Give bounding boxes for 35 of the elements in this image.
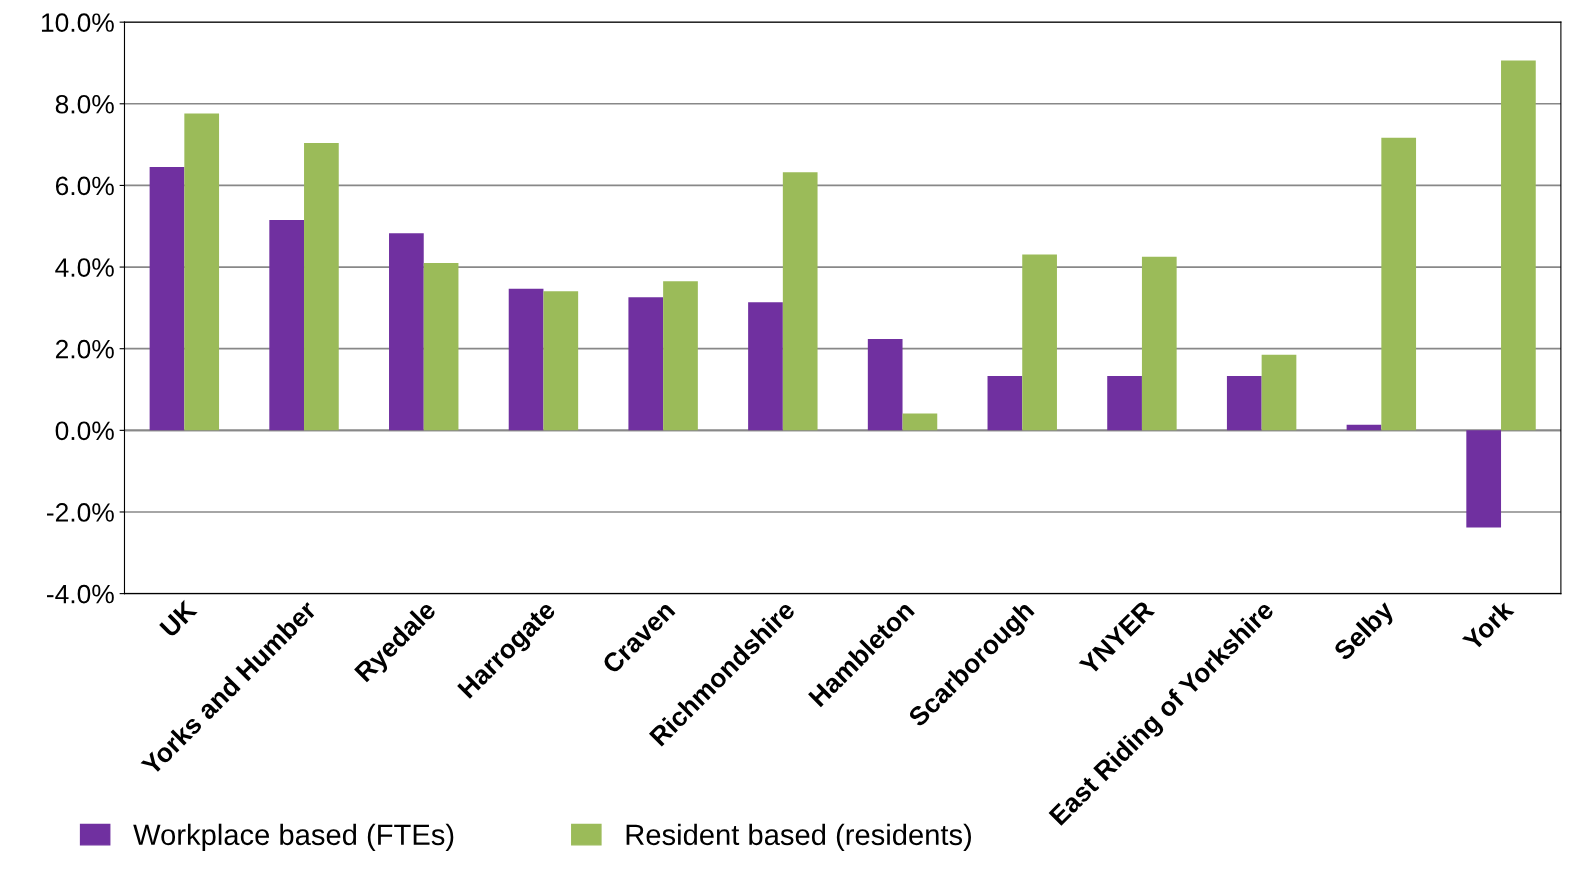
bar: [1381, 137, 1417, 431]
y-tick-label: -4.0%: [47, 584, 114, 604]
bar: [269, 220, 305, 431]
bar: [748, 302, 783, 431]
bar: [663, 281, 698, 431]
bar: [1226, 376, 1262, 431]
y-tick-label: 8.0%: [55, 94, 114, 114]
x-tick-label: York: [1461, 598, 1515, 652]
bar: [782, 172, 818, 431]
bar: [867, 338, 903, 431]
bar: [543, 291, 579, 431]
legend-label: Workplace based (FTEs): [133, 823, 454, 851]
bar: [304, 142, 339, 431]
bar: [987, 376, 1023, 431]
bar: [1501, 60, 1536, 431]
y-tick-label: 4.0%: [55, 258, 114, 277]
bar: [1141, 256, 1177, 431]
bar: [1107, 376, 1142, 431]
bar: [389, 233, 424, 431]
y-tick-label: 0.0%: [55, 421, 114, 441]
bar: [1022, 254, 1057, 431]
bar: [508, 288, 544, 431]
bar: [1261, 354, 1297, 431]
bar: [902, 413, 938, 431]
y-tick-label: -2.0%: [47, 503, 114, 522]
y-tick-label: 2.0%: [55, 339, 114, 359]
bar: [628, 297, 664, 431]
bar: [1466, 430, 1502, 528]
bar: [149, 167, 185, 431]
legend-label: Resident based (residents): [626, 823, 971, 851]
y-tick-label: 10.0%: [41, 13, 114, 32]
x-tick-label: UK: [159, 599, 198, 639]
bar: [184, 113, 220, 431]
y-tick-label: 6.0%: [55, 176, 114, 196]
bar: [423, 262, 459, 431]
